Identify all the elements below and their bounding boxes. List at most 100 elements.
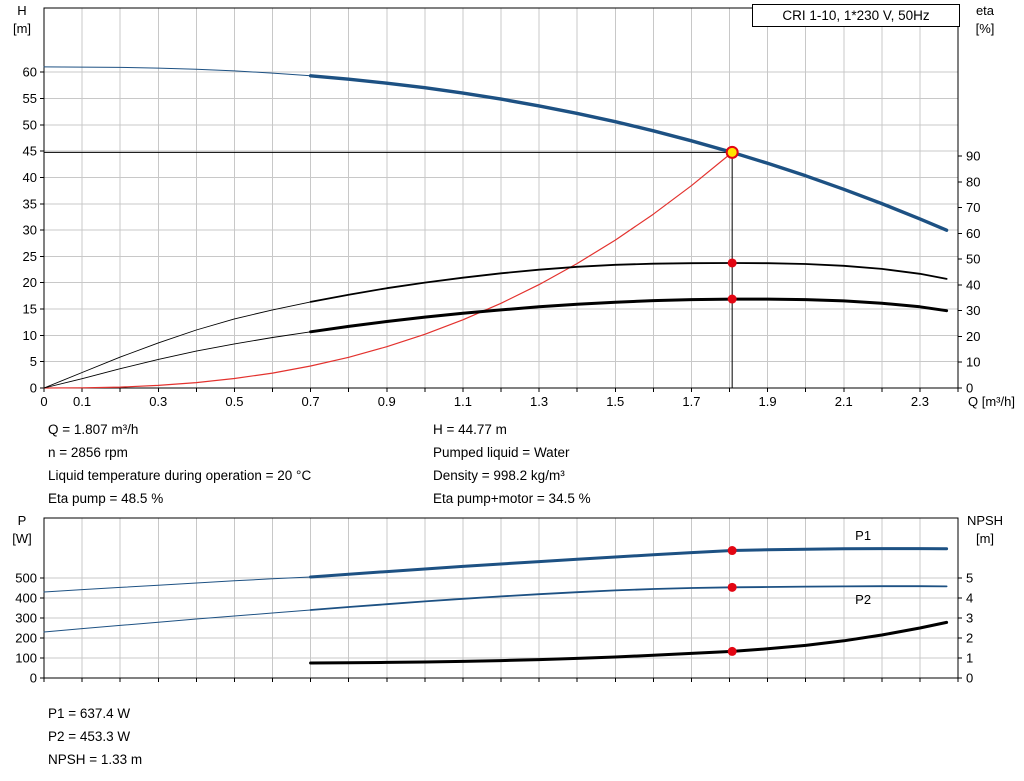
y-left-tick-label: 5 (30, 354, 37, 369)
info-liquid-temperature: Liquid temperature during operation = 20… (48, 468, 312, 483)
y-right-tick-label: 2 (966, 631, 973, 646)
y-left-tick-label: 30 (23, 223, 37, 238)
y-left-tick-label: 15 (23, 302, 37, 317)
y-left-tick-label: 25 (23, 249, 37, 264)
x-tick-label: 2.3 (911, 394, 929, 409)
x-tick-label: 0.5 (225, 394, 243, 409)
y-left-tick-label: 40 (23, 170, 37, 185)
pump-title-text: CRI 1-10, 1*230 V, 50Hz (782, 8, 930, 23)
qh-curve (308, 74, 949, 232)
p2-duty-point (727, 582, 737, 592)
p2-curve-lead (43, 609, 312, 633)
y-left-tick-label: 0 (30, 381, 37, 396)
y-left-axis-unit: [W] (12, 531, 32, 546)
y-right-axis-title: NPSH (967, 513, 1003, 528)
y-left-tick-label: 400 (15, 591, 37, 606)
info-head: H = 44.77 m (433, 422, 507, 437)
y-left-tick-label: 0 (30, 671, 37, 686)
y-left-tick-label: 20 (23, 275, 37, 290)
x-tick-label: 1.9 (759, 394, 777, 409)
y-right-tick-label: 3 (966, 611, 973, 626)
y-right-tick-label: 4 (966, 591, 973, 606)
qh-curve-lead (43, 66, 312, 77)
x-axis-unit-label: Q [m³/h] (968, 394, 1015, 409)
y-right-tick-label: 5 (966, 571, 973, 586)
y-left-tick-label: 55 (23, 91, 37, 106)
info-density: Density = 998.2 kg/m³ (433, 468, 565, 483)
eta-pump-motor-duty-point (727, 294, 737, 304)
x-tick-label: 0.3 (149, 394, 167, 409)
eta-pump-motor-curve (309, 297, 949, 334)
y-right-tick-label: 40 (966, 277, 980, 292)
tick-marks (40, 577, 962, 682)
y-left-axis-title: H (17, 3, 26, 18)
x-tick-label: 1.5 (606, 394, 624, 409)
duty-crosshair (44, 151, 733, 388)
x-tick-label: 2.1 (835, 394, 853, 409)
duty-info-left-column: Q = 1.807 m³/h n = 2856 rpm Liquid tempe… (48, 418, 311, 510)
info-p1: P1 = 637.4 W (48, 706, 131, 721)
x-tick-label: 0.9 (378, 394, 396, 409)
info-p2: P2 = 453.3 W (48, 729, 131, 744)
p2-curve (309, 585, 948, 611)
y-right-tick-label: 50 (966, 252, 980, 267)
y-right-tick-label: 20 (966, 329, 980, 344)
npsh-curve (309, 620, 949, 665)
info-eta-pump-motor: Eta pump+motor = 34.5 % (433, 491, 591, 506)
x-tick-label: 0 (40, 394, 47, 409)
info-flow: Q = 1.807 m³/h (48, 422, 139, 437)
y-left-axis-unit: [m] (13, 21, 31, 36)
y-right-tick-label: 30 (966, 303, 980, 318)
p1-duty-point (727, 546, 737, 556)
p1-curve-lead (43, 576, 312, 593)
y-right-axis-unit: [m] (976, 531, 994, 546)
x-tick-label: 0.7 (302, 394, 320, 409)
power-info-column: P1 = 637.4 W P2 = 453.3 W NPSH = 1.33 m (48, 702, 142, 771)
y-right-tick-label: 0 (966, 671, 973, 686)
eta-pump-curve-lead (43, 301, 312, 389)
y-right-tick-label: 90 (966, 148, 980, 163)
y-left-tick-label: 500 (15, 571, 37, 586)
tick-marks (40, 71, 962, 392)
info-eta-pump: Eta pump = 48.5 % (48, 491, 164, 506)
axis-labels: 0 5 10 15 20 25 30 35 40 45 50 55 60 0 10 20 30 40 50 60 70 8… (13, 3, 1015, 409)
info-npsh: NPSH = 1.33 m (48, 752, 143, 767)
qh-eta-chart: 0 5 10 15 20 25 30 35 40 45 50 55 60 0 10 20 30 40 50 60 70 8… (13, 3, 1015, 409)
y-left-tick-label: 45 (23, 144, 37, 159)
y-left-tick-label: 100 (15, 651, 37, 666)
duty-point[interactable] (725, 145, 739, 159)
y-left-tick-label: 60 (23, 65, 37, 80)
x-tick-label: 0.1 (73, 394, 91, 409)
x-tick-label: 1.3 (530, 394, 548, 409)
system-curve (43, 151, 733, 389)
duty-info-right-column: H = 44.77 m Pumped liquid = Water Densit… (433, 418, 591, 510)
eta-pump-duty-point (727, 258, 737, 268)
axis-labels: 0 100 200 300 400 500 0 1 2 3 4 5 P [W] NPSH [m] (12, 513, 1003, 686)
grid-lines (44, 8, 958, 388)
x-tick-label: 1.7 (682, 394, 700, 409)
y-left-tick-label: 200 (15, 631, 37, 646)
npsh-duty-point (727, 646, 737, 656)
eta-pump-motor-curve-lead (43, 331, 312, 389)
p2-curve-label: P2 (855, 592, 871, 607)
info-speed: n = 2856 rpm (48, 445, 128, 460)
y-left-tick-label: 50 (23, 117, 37, 132)
power-npsh-chart: 0 100 200 300 400 500 0 1 2 3 4 5 P [W] NPSH [m] P1 P2 (12, 513, 1003, 686)
info-pumped-liquid: Pumped liquid = Water (433, 445, 570, 460)
pump-title-box: CRI 1-10, 1*230 V, 50Hz (752, 4, 960, 27)
y-left-tick-label: 10 (23, 328, 37, 343)
y-right-tick-label: 60 (966, 226, 980, 241)
y-right-tick-label: 0 (966, 381, 973, 396)
p1-curve (309, 547, 949, 579)
y-left-axis-title: P (18, 513, 27, 528)
y-left-tick-label: 300 (15, 611, 37, 626)
y-right-axis-title: eta (976, 3, 995, 18)
y-right-tick-label: 1 (966, 651, 973, 666)
y-right-tick-label: 70 (966, 200, 980, 215)
p1-curve-label: P1 (855, 528, 871, 543)
y-right-axis-unit: [%] (976, 21, 995, 36)
y-left-tick-label: 35 (23, 196, 37, 211)
y-right-tick-label: 10 (966, 355, 980, 370)
